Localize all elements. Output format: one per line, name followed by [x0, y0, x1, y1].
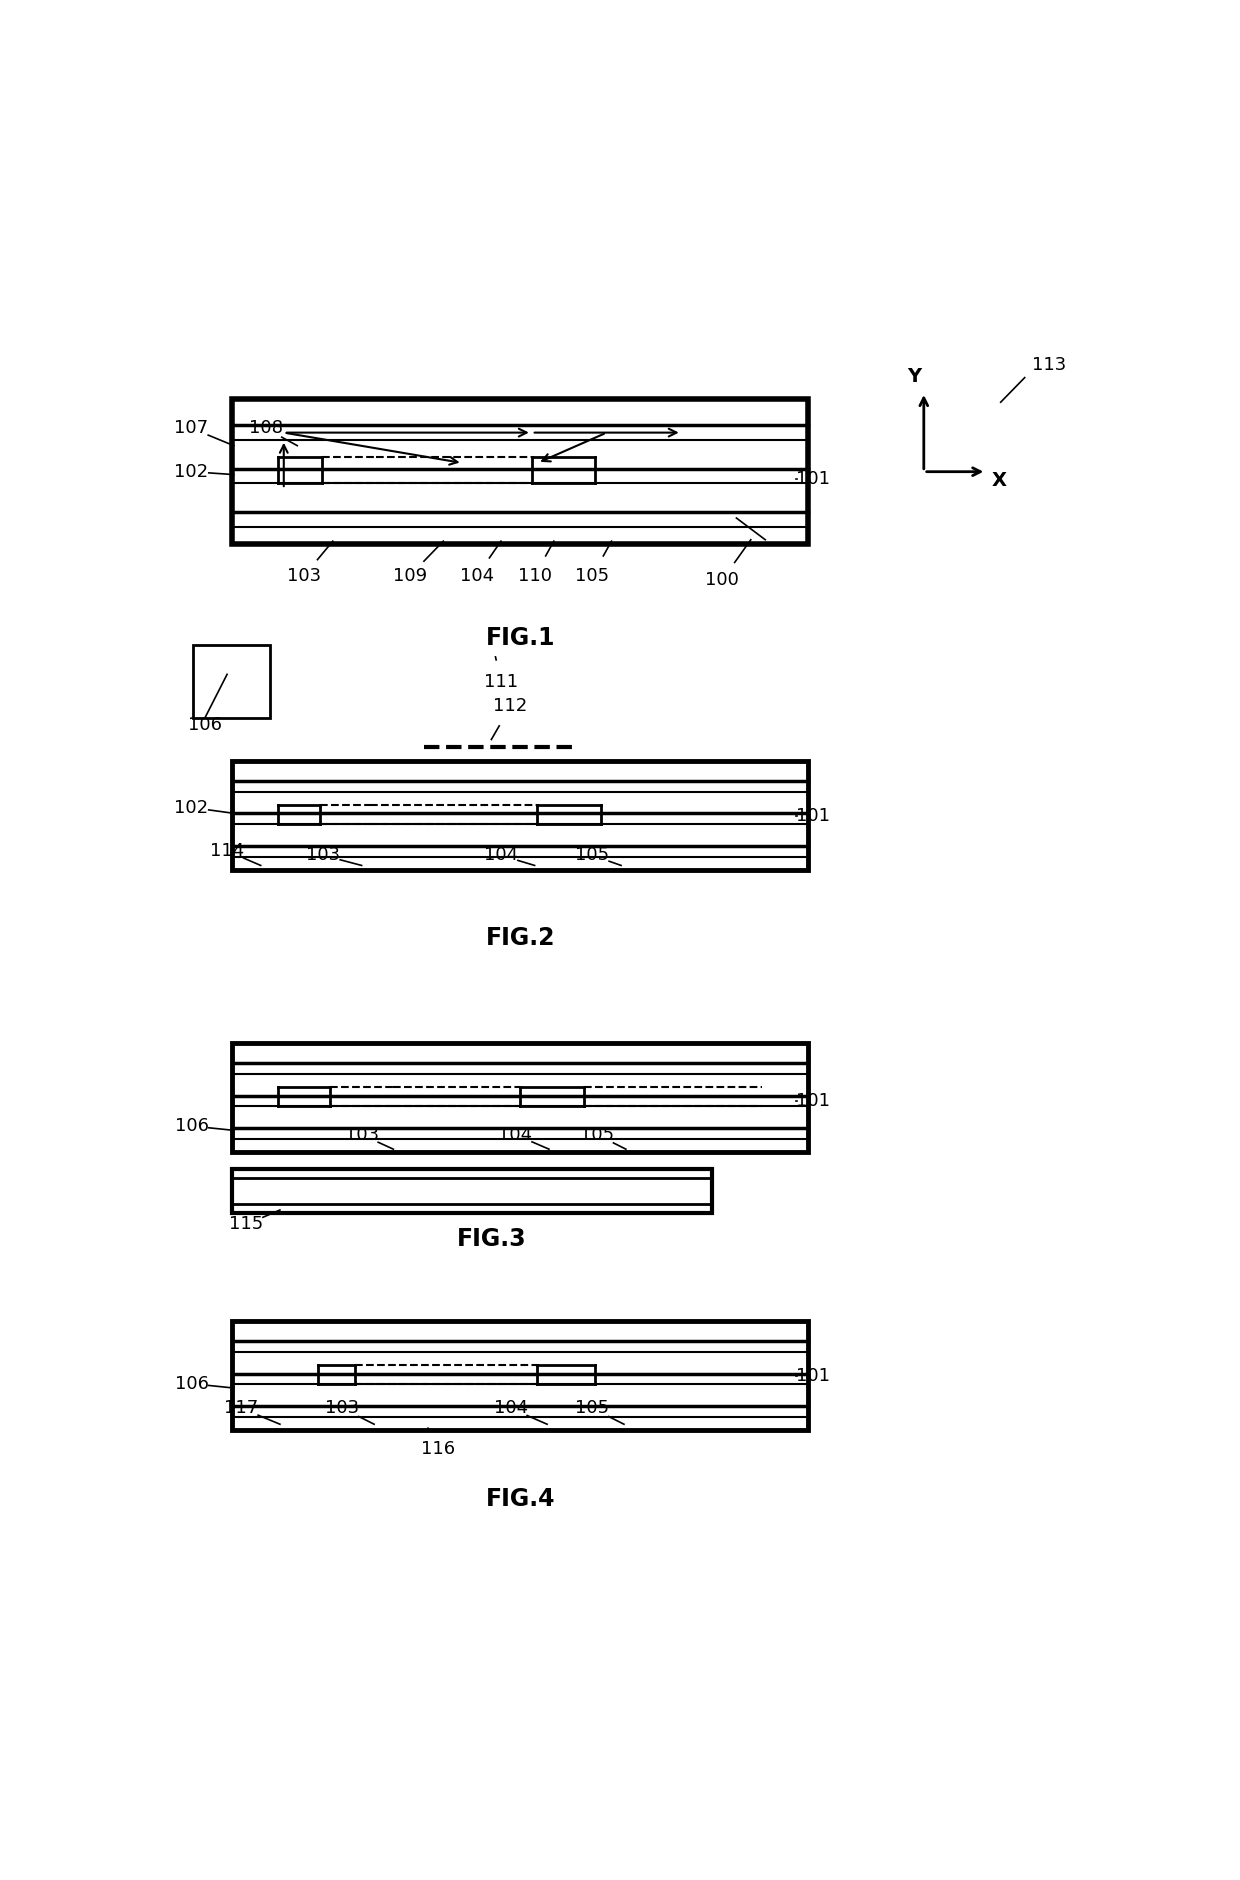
- Text: 106: 106: [175, 1117, 208, 1136]
- Text: 104: 104: [494, 1399, 528, 1418]
- Text: 103: 103: [325, 1399, 360, 1418]
- Bar: [232, 1322, 808, 1431]
- Text: 109: 109: [393, 568, 427, 585]
- Bar: [232, 761, 808, 870]
- Bar: [232, 1169, 712, 1213]
- Text: FIG.1: FIG.1: [485, 626, 556, 650]
- Text: 106: 106: [188, 716, 222, 733]
- Text: 110: 110: [517, 568, 552, 585]
- Text: FIG.3: FIG.3: [456, 1228, 526, 1250]
- Text: 116: 116: [422, 1440, 455, 1457]
- Text: X: X: [991, 472, 1006, 491]
- Text: FIG.4: FIG.4: [485, 1487, 556, 1512]
- Text: 105: 105: [575, 1399, 609, 1418]
- Text: 114: 114: [210, 842, 244, 859]
- Text: 103: 103: [286, 568, 321, 585]
- Text: 117: 117: [224, 1399, 259, 1418]
- Text: 101: 101: [796, 470, 831, 489]
- Text: 106: 106: [175, 1374, 208, 1393]
- Text: 108: 108: [248, 419, 283, 438]
- Text: FIG.2: FIG.2: [485, 925, 556, 949]
- Bar: [193, 645, 270, 718]
- Bar: [232, 399, 808, 543]
- Text: 103: 103: [306, 846, 340, 865]
- Text: 112: 112: [494, 697, 528, 714]
- Text: 102: 102: [175, 799, 208, 816]
- Text: 104: 104: [498, 1126, 532, 1143]
- Text: 100: 100: [706, 572, 739, 588]
- Text: 115: 115: [229, 1216, 263, 1233]
- Text: 113: 113: [1032, 357, 1066, 374]
- Text: 104: 104: [484, 846, 518, 865]
- Text: 102: 102: [175, 462, 208, 481]
- Text: 107: 107: [175, 419, 208, 438]
- Text: 111: 111: [484, 673, 518, 690]
- Text: 101: 101: [796, 1367, 831, 1386]
- Text: 101: 101: [796, 1092, 831, 1111]
- Text: 105: 105: [580, 1126, 614, 1143]
- Text: 105: 105: [575, 846, 609, 865]
- Text: 101: 101: [796, 807, 831, 825]
- Text: 103: 103: [345, 1126, 378, 1143]
- Text: 104: 104: [460, 568, 494, 585]
- Text: Y: Y: [908, 367, 921, 385]
- Text: 105: 105: [575, 568, 609, 585]
- Bar: [232, 1043, 808, 1152]
